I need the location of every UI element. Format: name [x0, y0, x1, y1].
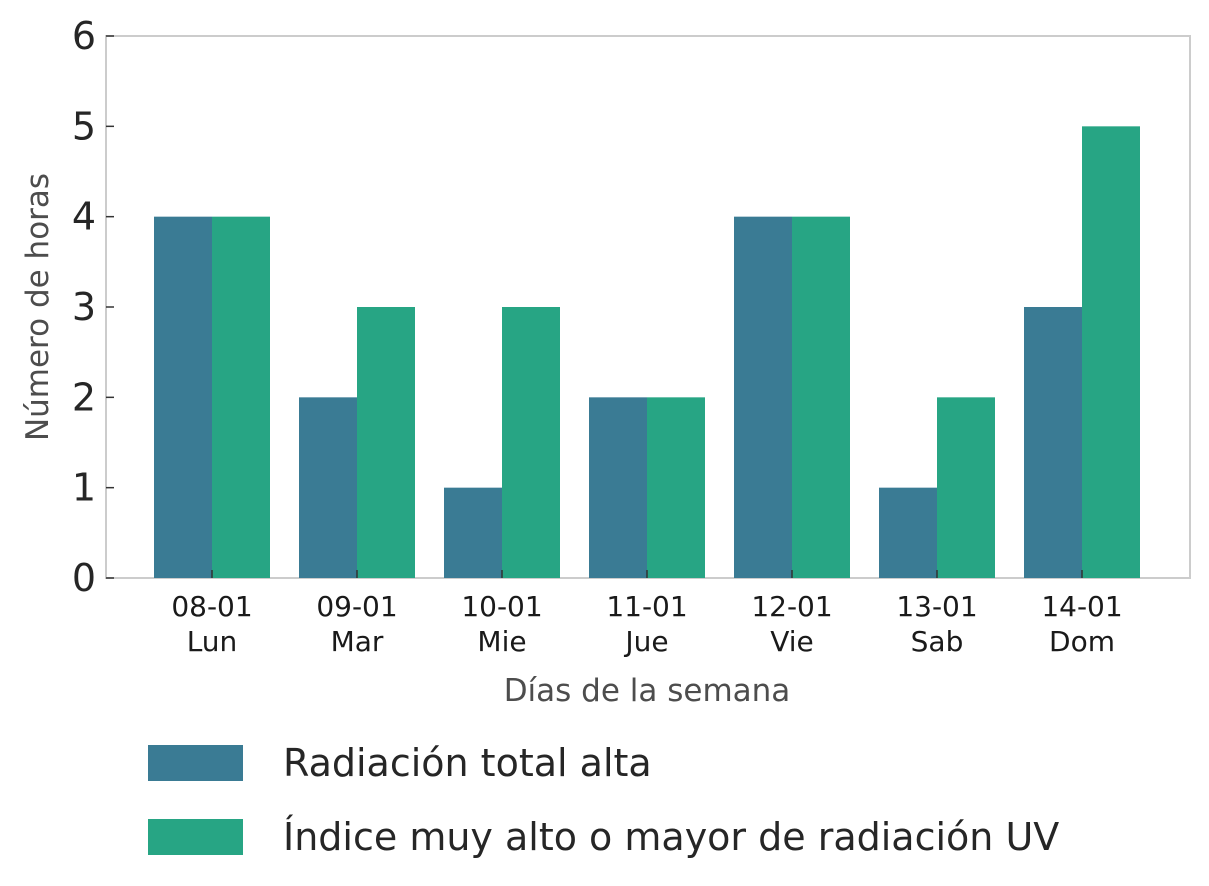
bar-series-1-lun[interactable] [154, 216, 212, 578]
legend-item-indice-uv[interactable]: Índice muy alto o mayor de radiación UV [148, 800, 1059, 874]
x-tick-label: 14-01 Dom [1041, 590, 1122, 658]
legend-swatch-series-2 [148, 819, 243, 855]
y-axis-ticks: 0 1 2 3 4 5 6 [72, 14, 114, 600]
x-tick-label: 09-01 Mar [316, 590, 397, 658]
bar-series-2-lun[interactable] [212, 216, 270, 578]
y-tick-label: 6 [72, 14, 96, 58]
bar-series-1-sab[interactable] [879, 487, 937, 578]
bar-series-1-vie[interactable] [734, 216, 792, 578]
bar-series-1-mie[interactable] [444, 487, 502, 578]
bars-group [154, 126, 1140, 578]
legend-item-radiacion-total[interactable]: Radiación total alta [148, 726, 1059, 800]
x-tick-label: 12-01 Vie [751, 590, 832, 658]
y-tick-label: 4 [72, 195, 96, 239]
bar-series-2-sab[interactable] [937, 397, 995, 578]
bar-series-1-mar[interactable] [299, 397, 357, 578]
legend-label-series-1: Radiación total alta [283, 741, 652, 785]
x-axis-ticks: 08-01 Lun 09-01 Mar 10-01 Mie 11-01 Jue 12-01 Vie… [171, 570, 1123, 658]
y-tick-label: 1 [72, 466, 96, 510]
bar-series-1-jue[interactable] [589, 397, 647, 578]
y-axis-label: Número de horas [20, 173, 56, 441]
bar-series-2-vie[interactable] [792, 216, 850, 578]
bar-series-2-dom[interactable] [1082, 126, 1140, 578]
x-tick-label: 08-01 Lun [171, 590, 252, 658]
bar-series-2-mar[interactable] [357, 307, 415, 578]
legend-label-series-2: Índice muy alto o mayor de radiación UV [283, 815, 1060, 859]
y-tick-label: 0 [72, 556, 96, 600]
legend-swatch-series-1 [148, 745, 243, 781]
bar-series-1-dom[interactable] [1024, 307, 1082, 578]
x-tick-label: 10-01 Mie [461, 590, 542, 658]
bar-series-2-jue[interactable] [647, 397, 705, 578]
y-tick-label: 2 [72, 375, 96, 419]
x-axis-label: Días de la semana [504, 673, 791, 709]
y-tick-label: 5 [72, 104, 96, 148]
x-tick-label: 13-01 Sab [896, 590, 977, 658]
legend: Radiación total alta Índice muy alto o m… [148, 726, 1059, 874]
bar-series-2-mie[interactable] [502, 307, 560, 578]
x-tick-label: 11-01 Jue [606, 590, 687, 658]
y-tick-label: 3 [72, 285, 96, 329]
